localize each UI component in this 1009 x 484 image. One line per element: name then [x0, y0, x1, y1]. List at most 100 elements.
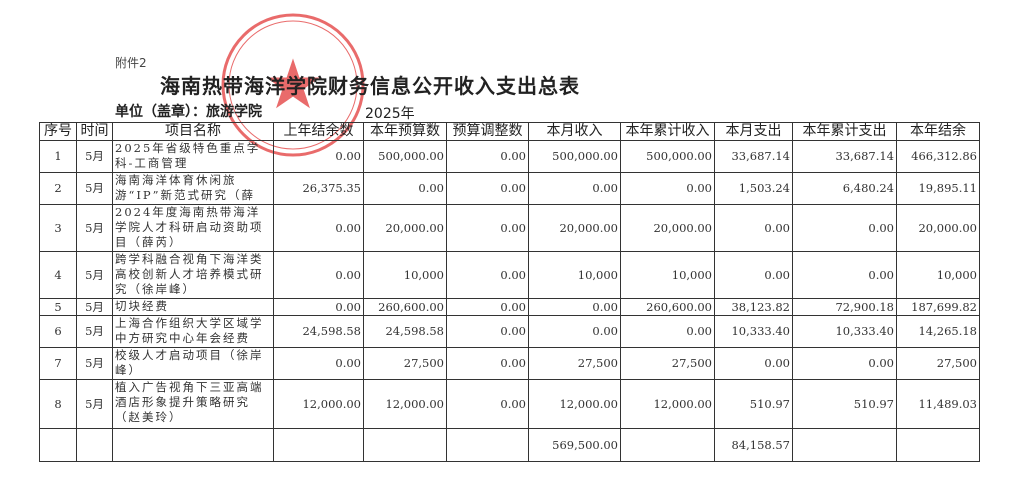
project-name: 切块经费 — [112, 298, 274, 316]
row-number: 4 — [39, 251, 77, 299]
amount-cell: 0.00 — [528, 172, 621, 205]
page-title: 海南热带海洋学院财务信息公开收入支出总表 — [160, 74, 580, 98]
amount-cell: 33,687.14 — [792, 140, 897, 173]
amount-cell: 0.00 — [792, 204, 897, 252]
project-name-text: 2024年度海南热带海洋学院人才科研启动资助项目（薛芮） — [115, 205, 264, 250]
total-cell — [363, 428, 447, 462]
table-header-row: 序号 时间 项目名称 上年结余数 本年预算数 预算调整数 本月收入 本年累计收入 本月支出 本年累… — [39, 122, 980, 141]
amount-cell: 0.00 — [792, 347, 897, 380]
amount-cell: 0.00 — [273, 140, 364, 173]
project-name: 海南海洋体育休闲旅游“IP”新范式研究（薛 — [112, 172, 274, 205]
table-row: 5 5月 切块经费 0.00 260,600.00 0.00 0.00 260,600.00 3… — [39, 298, 980, 316]
unit-label: 单位（盖章）：旅游学院 — [115, 104, 262, 120]
amount-cell: 0.00 — [446, 172, 529, 205]
amount-cell: 10,333.40 — [714, 315, 793, 348]
amount-cell: 19,895.11 — [896, 172, 980, 205]
amount-cell: 510.97 — [792, 379, 897, 429]
project-name: 校级人才启动项目（徐岸峰） — [112, 347, 274, 380]
row-month: 5月 — [76, 347, 113, 380]
project-name-text: 校级人才启动项目（徐岸峰） — [115, 348, 264, 378]
amount-cell: 10,000 — [896, 251, 980, 299]
column-header: 序号 — [39, 122, 77, 141]
table-row: 4 5月 跨学科融合视角下海洋类高校创新人才培养模式研究（徐岸峰） 0.00 10,00… — [39, 251, 980, 299]
amount-cell: 466,312.86 — [896, 140, 980, 173]
attachment-label: 附件2 — [115, 56, 147, 70]
amount-cell: 0.00 — [363, 172, 447, 205]
row-month: 5月 — [76, 172, 113, 205]
amount-cell: 24,598.58 — [363, 315, 447, 348]
amount-cell: 38,123.82 — [714, 298, 793, 316]
amount-cell: 12,000.00 — [528, 379, 621, 429]
project-name: 2024年度海南热带海洋学院人才科研启动资助项目（薛芮） — [112, 204, 274, 252]
amount-cell: 27,500 — [620, 347, 715, 380]
amount-cell: 0.00 — [714, 204, 793, 252]
amount-cell: 6,480.24 — [792, 172, 897, 205]
row-month: 5月 — [76, 251, 113, 299]
project-name-text: 2025年省级特色重点学科-工商管理 — [115, 141, 261, 171]
amount-cell: 26,375.35 — [273, 172, 364, 205]
income-expense-table: 序号 时间 项目名称 上年结余数 本年预算数 预算调整数 本月收入 本年累计收入 本月支出 本年累… — [39, 122, 980, 462]
amount-cell: 500,000.00 — [620, 140, 715, 173]
amount-cell: 27,500 — [896, 347, 980, 380]
column-header: 本年累计支出 — [792, 122, 897, 141]
total-cell — [112, 428, 274, 462]
year-label: 2025年 — [365, 106, 415, 122]
amount-cell: 0.00 — [528, 298, 621, 316]
table-row: 1 5月 2025年省级特色重点学科-工商管理 0.00 500,000.00 0.00 5… — [39, 140, 980, 173]
column-header: 本年累计收入 — [620, 122, 715, 141]
amount-cell: 12,000.00 — [363, 379, 447, 429]
amount-cell: 72,900.18 — [792, 298, 897, 316]
table-row: 3 5月 2024年度海南热带海洋学院人才科研启动资助项目（薛芮） 0.00 20,00… — [39, 204, 980, 252]
total-cell: 84,158.57 — [714, 428, 793, 462]
amount-cell: 10,000 — [620, 251, 715, 299]
row-number: 1 — [39, 140, 77, 173]
project-name-text: 海南海洋体育休闲旅游“IP”新范式研究（薛 — [115, 173, 256, 203]
amount-cell: 0.00 — [528, 315, 621, 348]
amount-cell: 0.00 — [273, 204, 364, 252]
amount-cell: 12,000.00 — [273, 379, 364, 429]
total-cell — [620, 428, 715, 462]
amount-cell: 0.00 — [620, 172, 715, 205]
amount-cell: 27,500 — [528, 347, 621, 380]
total-cell — [446, 428, 529, 462]
amount-cell: 0.00 — [273, 251, 364, 299]
column-header: 上年结余数 — [273, 122, 364, 141]
project-name: 2025年省级特色重点学科-工商管理 — [112, 140, 274, 173]
row-number: 5 — [39, 298, 77, 316]
row-number: 8 — [39, 379, 77, 429]
amount-cell: 14,265.18 — [896, 315, 980, 348]
amount-cell: 27,500 — [363, 347, 447, 380]
column-header: 本月收入 — [528, 122, 621, 141]
amount-cell: 0.00 — [273, 298, 364, 316]
amount-cell: 510.97 — [714, 379, 793, 429]
table-row: 7 5月 校级人才启动项目（徐岸峰） 0.00 27,500 0.00 27,500 27,5… — [39, 347, 980, 380]
amount-cell: 12,000.00 — [620, 379, 715, 429]
amount-cell: 0.00 — [792, 251, 897, 299]
column-header: 本年结余 — [896, 122, 980, 141]
amount-cell: 0.00 — [714, 347, 793, 380]
row-number: 6 — [39, 315, 77, 348]
amount-cell: 20,000.00 — [363, 204, 447, 252]
amount-cell: 187,699.82 — [896, 298, 980, 316]
amount-cell: 0.00 — [714, 251, 793, 299]
total-cell — [896, 428, 980, 462]
project-name-text: 上海合作组织大学区域学中方研究中心年会经费 — [115, 316, 264, 346]
amount-cell: 0.00 — [446, 315, 529, 348]
row-number: 7 — [39, 347, 77, 380]
project-name: 植入广告视角下三亚高端酒店形象提升策略研究（赵美玲） — [112, 379, 274, 429]
amount-cell: 11,489.03 — [896, 379, 980, 429]
column-header: 本月支出 — [714, 122, 793, 141]
column-header: 本年预算数 — [363, 122, 447, 141]
total-cell — [792, 428, 897, 462]
table-row: 8 5月 植入广告视角下三亚高端酒店形象提升策略研究（赵美玲） 12,000.00 12… — [39, 379, 980, 429]
amount-cell: 10,000 — [528, 251, 621, 299]
total-cell — [273, 428, 364, 462]
row-month: 5月 — [76, 379, 113, 429]
column-header: 项目名称 — [112, 122, 274, 141]
amount-cell: 20,000.00 — [620, 204, 715, 252]
amount-cell: 0.00 — [446, 298, 529, 316]
total-cell: 569,500.00 — [528, 428, 621, 462]
amount-cell: 24,598.58 — [273, 315, 364, 348]
amount-cell: 0.00 — [620, 315, 715, 348]
project-name-text: 切块经费 — [115, 299, 169, 314]
